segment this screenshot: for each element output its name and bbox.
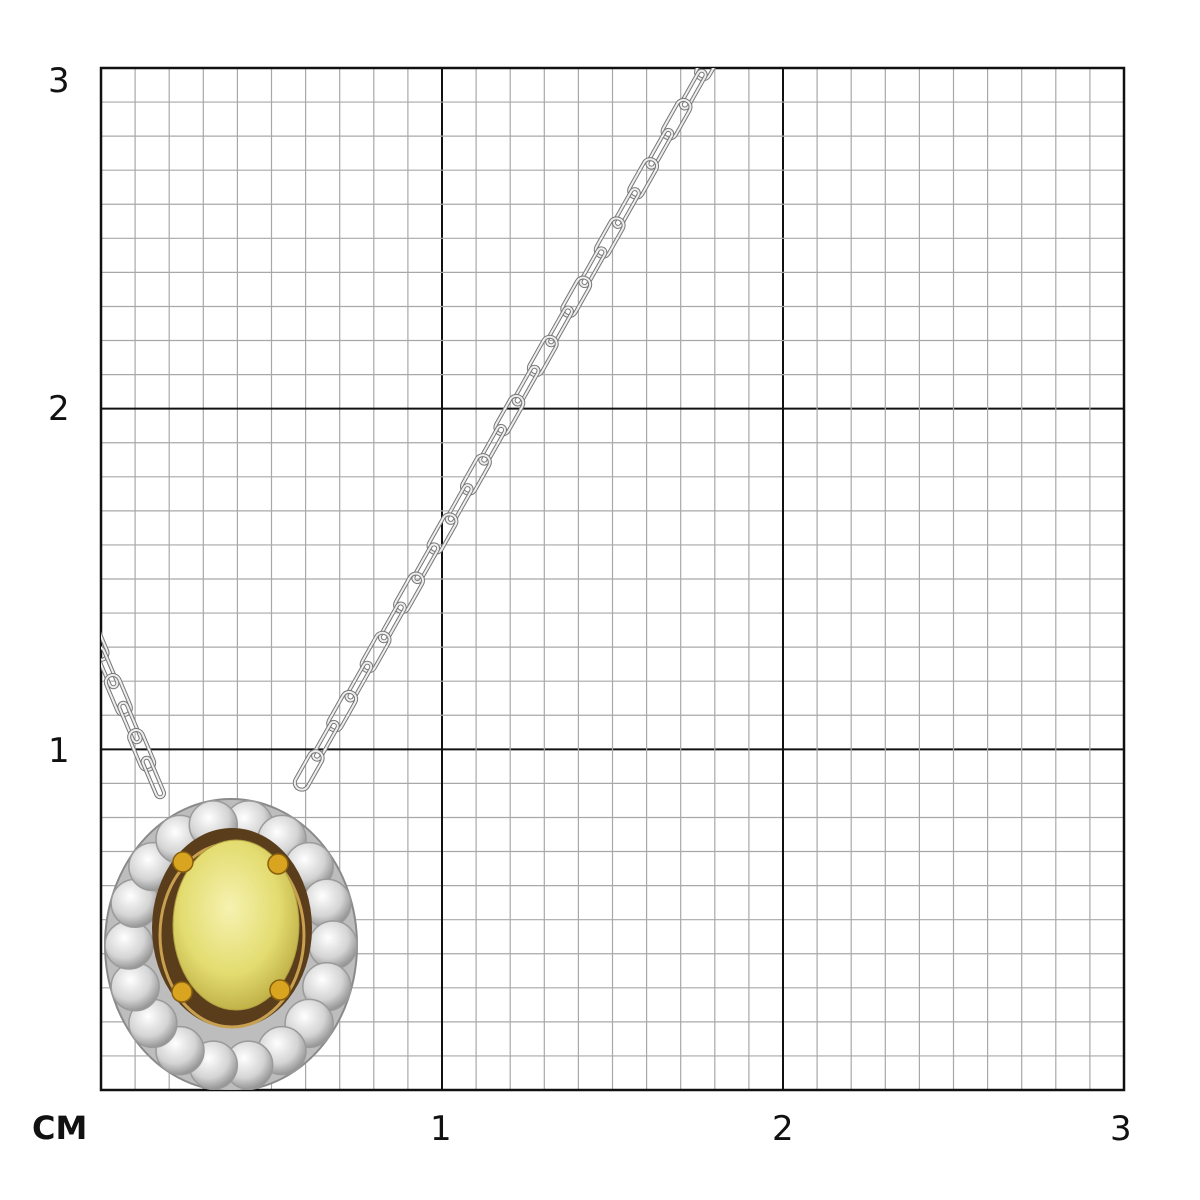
chain-link-highlight	[561, 276, 592, 318]
chain-link-highlight	[101, 646, 119, 689]
pendant	[104, 798, 358, 1090]
grid-border	[99, 66, 1126, 1092]
chain-link-highlight	[494, 394, 525, 436]
chain-link-highlight	[628, 158, 659, 199]
chain-link	[377, 601, 407, 644]
chain-link	[140, 755, 167, 800]
chain-link-highlight	[141, 756, 166, 799]
x-label-2: 2	[772, 1109, 794, 1149]
chain-link-highlight	[527, 335, 558, 377]
chain-link-highlight	[546, 306, 573, 347]
y-label-2: 2	[48, 389, 70, 429]
center-yellow-diamond	[172, 839, 300, 1011]
gold-prong	[171, 981, 193, 1003]
chain-link-highlight	[612, 188, 640, 228]
chain-left	[101, 618, 167, 800]
gold-prong	[267, 853, 289, 875]
y-label-3: 3	[48, 61, 70, 101]
chain-link-highlight	[312, 720, 339, 761]
chain-link-highlight	[460, 454, 491, 495]
gold-prong	[172, 851, 194, 873]
chain-link	[578, 246, 608, 289]
chain-link	[411, 542, 441, 585]
x-label-3: 3	[1110, 1109, 1132, 1149]
chain-link-highlight	[327, 690, 358, 732]
chain-link-highlight	[646, 128, 674, 169]
chain-link-highlight	[579, 247, 607, 288]
chain-link	[444, 483, 474, 525]
chain-link-highlight	[679, 69, 707, 110]
chain-link	[545, 305, 574, 348]
chain-link-highlight	[479, 424, 507, 465]
x-label-1: 1	[430, 1109, 452, 1149]
halo-diamond	[110, 961, 160, 1012]
chain-link-highlight	[360, 631, 391, 673]
chain-link-highlight	[427, 513, 458, 554]
unit-label: CM	[32, 1109, 88, 1147]
chain-link	[645, 127, 675, 170]
chain-link-highlight	[104, 674, 132, 716]
gold-prong	[269, 979, 291, 1001]
halo-diamond	[308, 920, 358, 970]
chain-link-highlight	[101, 619, 109, 661]
chain-link-highlight	[293, 750, 324, 791]
chain-link-highlight	[345, 661, 373, 702]
chain-link-highlight	[445, 484, 473, 524]
chain-link-highlight	[695, 68, 725, 81]
chain-link-highlight	[661, 98, 692, 140]
halo-diamond	[104, 920, 154, 970]
chain-link-highlight	[594, 217, 625, 258]
chain-right	[292, 68, 726, 792]
chain-link	[511, 364, 541, 407]
chain-link-highlight	[118, 701, 142, 744]
chain-link-highlight	[128, 729, 156, 771]
chain-link	[611, 187, 641, 229]
chain-link	[678, 68, 708, 111]
chain-link	[344, 660, 374, 703]
y-label-1: 1	[48, 731, 70, 771]
chain-link-highlight	[512, 365, 540, 406]
chain-link-highlight	[378, 602, 406, 643]
chain-link	[311, 719, 340, 762]
chain-link-highlight	[394, 572, 424, 614]
chain-link	[478, 423, 508, 466]
chain-link-highlight	[412, 543, 440, 584]
